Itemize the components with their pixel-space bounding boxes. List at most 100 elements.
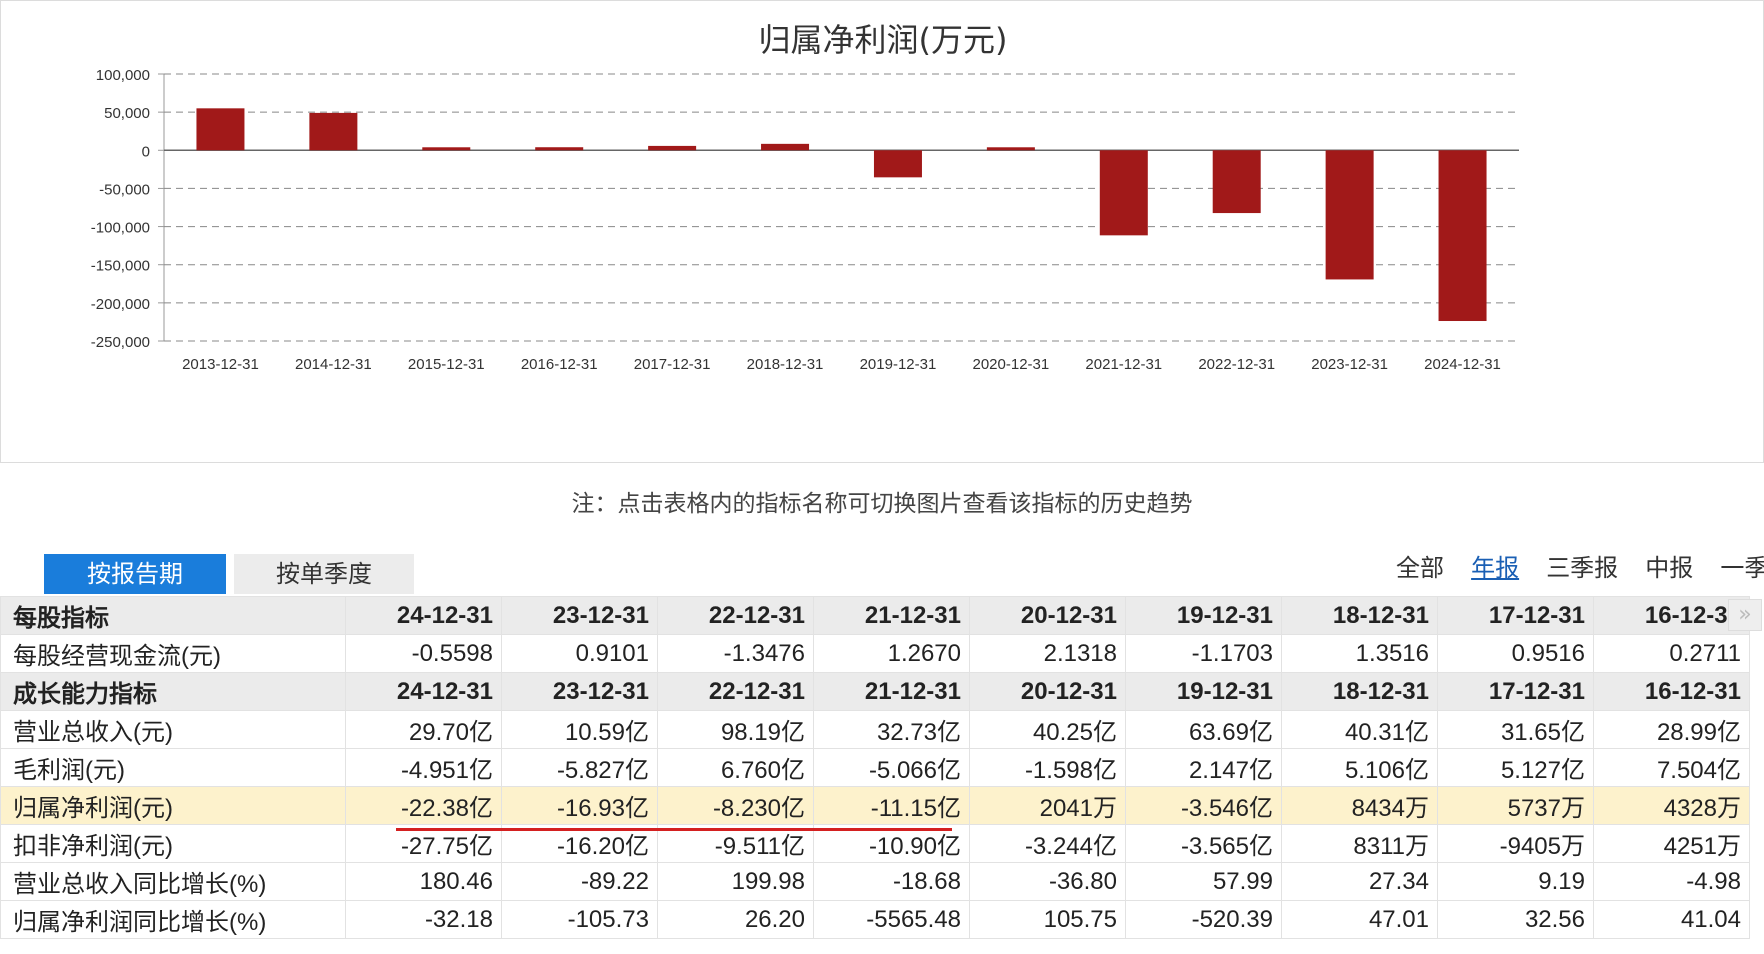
value-cell: -36.80 — [969, 862, 1126, 901]
bar-2020-12-31[interactable] — [986, 147, 1035, 151]
period-header-cell: 22-12-31 — [657, 596, 814, 635]
filter-all[interactable]: 全部 — [1396, 554, 1444, 582]
bar-2015-12-31[interactable] — [422, 147, 471, 151]
chart-panel: 100,000 50,000 0 -50,000 -100,000 -150,000 -20… — [0, 0, 1764, 463]
indicator-name[interactable]: 每股经营现金流(元) — [0, 634, 346, 673]
indicator-name[interactable]: 扣非净利润(元) — [0, 824, 346, 863]
period-header-cell: 21-12-31 — [813, 672, 970, 711]
value-cell: 40.25亿 — [969, 710, 1126, 749]
value-cell: 31.65亿 — [1437, 710, 1594, 749]
y-tick-label: 100,000 — [96, 67, 150, 84]
value-cell: 29.70亿 — [345, 710, 502, 749]
period-header-cell: 17-12-31 — [1437, 596, 1594, 635]
x-tick-label: 2020-12-31 — [973, 356, 1050, 373]
value-cell: 2041万 — [969, 786, 1126, 825]
value-cell: 4328万 — [1593, 786, 1750, 825]
bar-2017-12-31[interactable] — [648, 145, 697, 151]
value-cell: 10.59亿 — [501, 710, 658, 749]
period-header-cell: 16-12-31 — [1593, 596, 1750, 635]
value-cell: -16.93亿 — [501, 786, 658, 825]
next-columns-button[interactable]: » — [1728, 599, 1762, 631]
indicator-name: 成长能力指标 — [0, 672, 346, 711]
period-header-cell: 19-12-31 — [1125, 596, 1282, 635]
value-cell: 9.19 — [1437, 862, 1594, 901]
value-cell: 47.01 — [1281, 900, 1438, 939]
period-header-cell: 23-12-31 — [501, 672, 658, 711]
bar-chart: 100,000 50,000 0 -50,000 -100,000 -150,000 -20… — [91, 67, 1519, 373]
bar-2013-12-31[interactable] — [196, 108, 245, 151]
period-header-cell: 24-12-31 — [345, 596, 502, 635]
x-tick-label: 2015-12-31 — [408, 356, 485, 373]
y-tick-label: -100,000 — [91, 220, 150, 237]
y-tick-label: -150,000 — [91, 258, 150, 275]
value-cell: 180.46 — [345, 862, 502, 901]
y-tick-label: -200,000 — [91, 296, 150, 313]
indicator-name[interactable]: 归属净利润(元) — [0, 786, 346, 825]
value-cell: -32.18 — [345, 900, 502, 939]
value-cell: -4.951亿 — [345, 748, 502, 787]
indicator-name[interactable]: 营业总收入同比增长(%) — [0, 862, 346, 901]
period-header-cell: 18-12-31 — [1281, 596, 1438, 635]
value-cell: -1.3476 — [657, 634, 814, 673]
value-cell: 57.99 — [1125, 862, 1282, 901]
value-cell: -11.15亿 — [813, 786, 970, 825]
value-cell: 5.127亿 — [1437, 748, 1594, 787]
filter-annual[interactable]: 年报 — [1471, 554, 1520, 582]
period-header-cell: 18-12-31 — [1281, 672, 1438, 711]
y-tick-label: 50,000 — [104, 105, 150, 122]
value-cell: -5.066亿 — [813, 748, 970, 787]
period-header-cell: 21-12-31 — [813, 596, 970, 635]
value-cell: 63.69亿 — [1125, 710, 1282, 749]
table-row: 归属净利润(元) -22.38亿 -16.93亿 -8.230亿 -11.15亿 2041… — [0, 786, 1750, 825]
bar-2021-12-31[interactable] — [1099, 150, 1148, 236]
value-cell: 41.04 — [1593, 900, 1750, 939]
value-cell: 0.2711 — [1593, 634, 1750, 673]
tab-by-single-quarter[interactable]: 按单季度 — [234, 554, 414, 594]
x-tick-label: 2024-12-31 — [1424, 356, 1501, 373]
filter-q3[interactable]: 三季报 — [1546, 554, 1619, 582]
bar-2024-12-31[interactable] — [1438, 150, 1487, 322]
table-section-header: 成长能力指标 24-12-31 23-12-31 22-12-31 21-12-31 20… — [0, 672, 1750, 711]
bar-2014-12-31[interactable] — [309, 112, 358, 151]
period-header-cell: 17-12-31 — [1437, 672, 1594, 711]
period-header-cell: 24-12-31 — [345, 672, 502, 711]
value-cell: 5737万 — [1437, 786, 1594, 825]
value-cell: -18.68 — [813, 862, 970, 901]
indicator-name[interactable]: 归属净利润同比增长(%) — [0, 900, 346, 939]
value-cell: 4251万 — [1593, 824, 1750, 863]
value-cell: -3.244亿 — [969, 824, 1126, 863]
value-cell: 7.504亿 — [1593, 748, 1750, 787]
financial-indicator-table: 每股指标 24-12-31 23-12-31 22-12-31 21-12-31 20-1… — [0, 596, 1750, 939]
value-cell: -0.5598 — [345, 634, 502, 673]
table-row: 毛利润(元) -4.951亿 -5.827亿 6.760亿 -5.066亿 -1.598亿… — [0, 748, 1750, 787]
bar-2023-12-31[interactable] — [1325, 150, 1374, 280]
x-tick-label: 2022-12-31 — [1198, 356, 1275, 373]
value-cell: 0.9101 — [501, 634, 658, 673]
value-cell: 27.34 — [1281, 862, 1438, 901]
indicator-name: 每股指标 — [0, 596, 346, 635]
value-cell: -5.827亿 — [501, 748, 658, 787]
period-header-cell: 22-12-31 — [657, 672, 814, 711]
y-tick-label: -50,000 — [99, 181, 150, 198]
filter-q1[interactable]: 一季报 — [1720, 554, 1764, 582]
value-cell: -3.565亿 — [1125, 824, 1282, 863]
value-cell: -4.98 — [1593, 862, 1750, 901]
period-header-cell: 23-12-31 — [501, 596, 658, 635]
value-cell: 6.760亿 — [657, 748, 814, 787]
filter-interim[interactable]: 中报 — [1645, 554, 1694, 582]
value-cell: -22.38亿 — [345, 786, 502, 825]
table-row: 归属净利润同比增长(%) -32.18 -105.73 26.20 -5565.48 10… — [0, 900, 1750, 939]
tab-by-report-period[interactable]: 按报告期 — [44, 554, 226, 594]
table-section-header: 每股指标 24-12-31 23-12-31 22-12-31 21-12-31 20-1… — [0, 596, 1750, 635]
bar-2022-12-31[interactable] — [1212, 150, 1261, 214]
value-cell: 199.98 — [657, 862, 814, 901]
indicator-name[interactable]: 营业总收入(元) — [0, 710, 346, 749]
bar-2018-12-31[interactable] — [761, 143, 810, 151]
period-header-cell: 19-12-31 — [1125, 672, 1282, 711]
value-cell: 26.20 — [657, 900, 814, 939]
x-tick-label: 2016-12-31 — [521, 356, 598, 373]
value-cell: 40.31亿 — [1281, 710, 1438, 749]
indicator-name[interactable]: 毛利润(元) — [0, 748, 346, 787]
bar-2019-12-31[interactable] — [873, 150, 922, 178]
bar-2016-12-31[interactable] — [535, 147, 584, 151]
